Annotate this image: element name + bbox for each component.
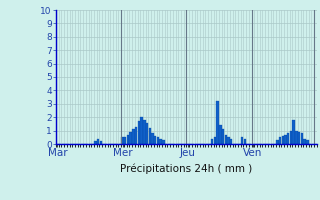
Bar (279, 137, 281, 144)
Bar (157, 137, 159, 144)
Bar (306, 140, 308, 144)
Bar (97, 139, 99, 144)
Bar (222, 129, 224, 144)
Bar (143, 120, 146, 144)
Bar (216, 101, 219, 144)
Bar (94, 141, 97, 144)
Bar (290, 131, 292, 144)
Bar (138, 121, 140, 144)
Bar (135, 127, 137, 144)
Bar (162, 140, 164, 144)
Bar (287, 133, 290, 144)
Bar (300, 133, 303, 144)
Bar (276, 140, 279, 144)
Bar (146, 123, 148, 144)
Bar (130, 132, 132, 144)
Bar (148, 128, 151, 144)
Bar (211, 139, 213, 144)
Bar (244, 139, 246, 144)
Bar (303, 139, 306, 144)
Bar (140, 117, 143, 144)
Bar (295, 131, 298, 144)
Bar (154, 136, 156, 144)
Bar (225, 135, 227, 144)
Bar (159, 139, 162, 144)
Bar (214, 137, 216, 144)
Bar (151, 133, 154, 144)
Bar (132, 129, 135, 144)
Bar (298, 132, 300, 144)
Bar (124, 137, 126, 144)
Bar (230, 139, 232, 144)
Bar (241, 137, 243, 144)
Bar (282, 136, 284, 144)
Bar (284, 135, 287, 144)
Bar (100, 141, 102, 144)
Bar (219, 125, 221, 144)
Bar (227, 137, 230, 144)
Bar (292, 120, 295, 144)
Bar (127, 135, 129, 144)
X-axis label: Précipitations 24h ( mm ): Précipitations 24h ( mm ) (120, 164, 252, 174)
Bar (121, 137, 124, 144)
